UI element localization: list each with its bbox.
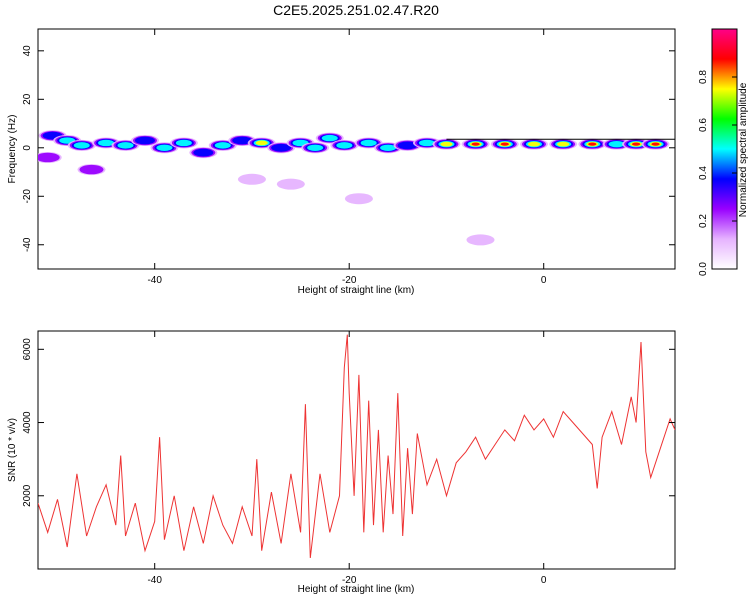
spectrogram-blob [461,138,490,150]
x-tick-label: -20 [342,575,357,586]
y-tick-label: 20 [22,93,33,105]
x-tick-label: -40 [147,575,162,586]
figure-title: C2E5.2025.251.02.47.R20 [273,2,439,18]
spectrogram-blob [641,138,670,150]
y-tick-label: -40 [22,237,33,252]
colorbar-ticks: 0.0 0.2 0.4 0.6 0.8 [698,70,737,276]
snr-ylabel: SNR (10 * v/v) [7,418,18,482]
spectrogram-panel: -40 -20 0 -40 -20 0 20 40 Height of straight li… [7,28,676,296]
spectrogram-blob [169,137,198,149]
spectrogram-blob [344,193,373,205]
colorbar: 0.0 0.2 0.4 0.6 0.8 Normalized spectral ampl… [698,28,749,276]
spectrogram-blob [276,178,305,190]
spectrogram-blob [267,142,296,154]
spectrogram-blob [315,132,344,144]
x-tick-label: 0 [541,275,547,286]
spectrogram-blob [602,138,631,150]
spectrogram-blob [330,139,359,151]
colorbar-tick-label: 0.4 [698,166,709,180]
spectrogram-blob [38,151,62,163]
spectrogram-blob [549,138,578,150]
snr-line-layer [38,334,675,559]
spectrogram-blob [189,147,218,159]
spectrogram-blob [150,142,179,154]
spectrogram-heat [38,130,675,246]
y-tick-label: -20 [22,189,33,204]
spectrogram-blob [301,142,330,154]
y-tick-label: 40 [22,45,33,57]
spectrogram-blob [237,173,266,185]
spectrogram-blob [228,135,257,147]
spectrogram-xlabel: Height of straight line (km) [298,285,415,296]
colorbar-label: Normalized spectral amplitude [738,82,749,217]
snr-axes: -40 -20 0 2000 4000 6000 [22,331,675,586]
spectrogram-blob [519,138,548,150]
spectrogram-blob [466,234,495,246]
x-tick-label: -40 [147,275,162,286]
colorbar-gradient [711,28,738,270]
spectrogram-axes: -40 -20 0 -40 -20 0 20 40 [22,29,675,286]
snr-panel: -40 -20 0 2000 4000 6000 Height of straight l… [7,330,676,595]
colorbar-tick-label: 0.6 [698,118,709,132]
x-tick-label: 0 [541,575,547,586]
y-tick-label: 6000 [22,338,33,361]
y-tick-label: 4000 [22,411,33,434]
spectrogram-blob [578,138,607,150]
spectrogram-blob [432,138,461,150]
colorbar-tick-label: 0.0 [698,262,709,276]
spectrogram-blob [490,138,519,150]
spectrogram-blob [130,135,159,147]
spectrogram-blob [77,164,106,176]
snr-series-line [38,334,675,559]
colorbar-tick-label: 0.2 [698,214,709,228]
x-tick-label: -20 [342,275,357,286]
y-tick-label: 0 [22,145,33,151]
snr-frame [37,330,676,570]
spectrogram-blob [622,138,651,150]
y-tick-label: 2000 [22,484,33,507]
spectrogram-blob [67,139,96,151]
spectrogram-ylabel: Frequency (Hz) [7,115,18,184]
colorbar-tick-label: 0.8 [698,70,709,84]
snr-xlabel: Height of straight line (km) [298,584,415,595]
